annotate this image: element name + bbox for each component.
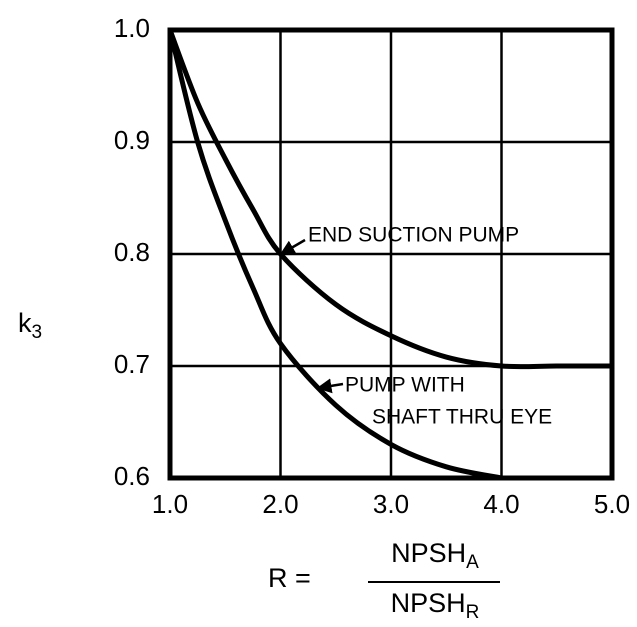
x-tick-label: 2.0 xyxy=(262,489,298,519)
curve xyxy=(167,29,612,370)
x-tick-label: 5.0 xyxy=(594,489,630,519)
annotation-arrow xyxy=(316,378,344,394)
y-axis-label: k3 xyxy=(18,308,42,343)
y-label-sub: 3 xyxy=(32,322,43,343)
annotation: END SUCTION PUMP xyxy=(308,224,519,247)
annotation: SHAFT THRU EYE xyxy=(372,406,552,429)
y-tick-label: 0.8 xyxy=(114,237,150,267)
numerator-sub: A xyxy=(466,552,479,573)
x-label-lhs: R = xyxy=(268,563,311,593)
denominator-main: NPSH xyxy=(391,588,466,618)
x-label-denominator: NPSHR xyxy=(391,588,480,623)
annotation: PUMP WITH xyxy=(345,374,465,397)
x-label-numerator: NPSHA xyxy=(391,538,479,573)
curve xyxy=(167,29,502,481)
x-tick-label: 4.0 xyxy=(483,489,519,519)
denominator-sub: R xyxy=(466,602,480,623)
annotation-arrow xyxy=(279,238,306,256)
x-tick-label: 1.0 xyxy=(152,489,188,519)
plot-frame xyxy=(167,27,615,481)
y-label-main: k xyxy=(18,308,32,338)
y-tick-label: 0.7 xyxy=(114,349,150,379)
y-tick-label: 0.9 xyxy=(114,125,150,155)
x-tick-label: 3.0 xyxy=(373,489,409,519)
y-tick-label: 0.6 xyxy=(114,461,150,491)
y-tick-label: 1.0 xyxy=(114,13,150,43)
numerator-main: NPSH xyxy=(391,538,466,568)
